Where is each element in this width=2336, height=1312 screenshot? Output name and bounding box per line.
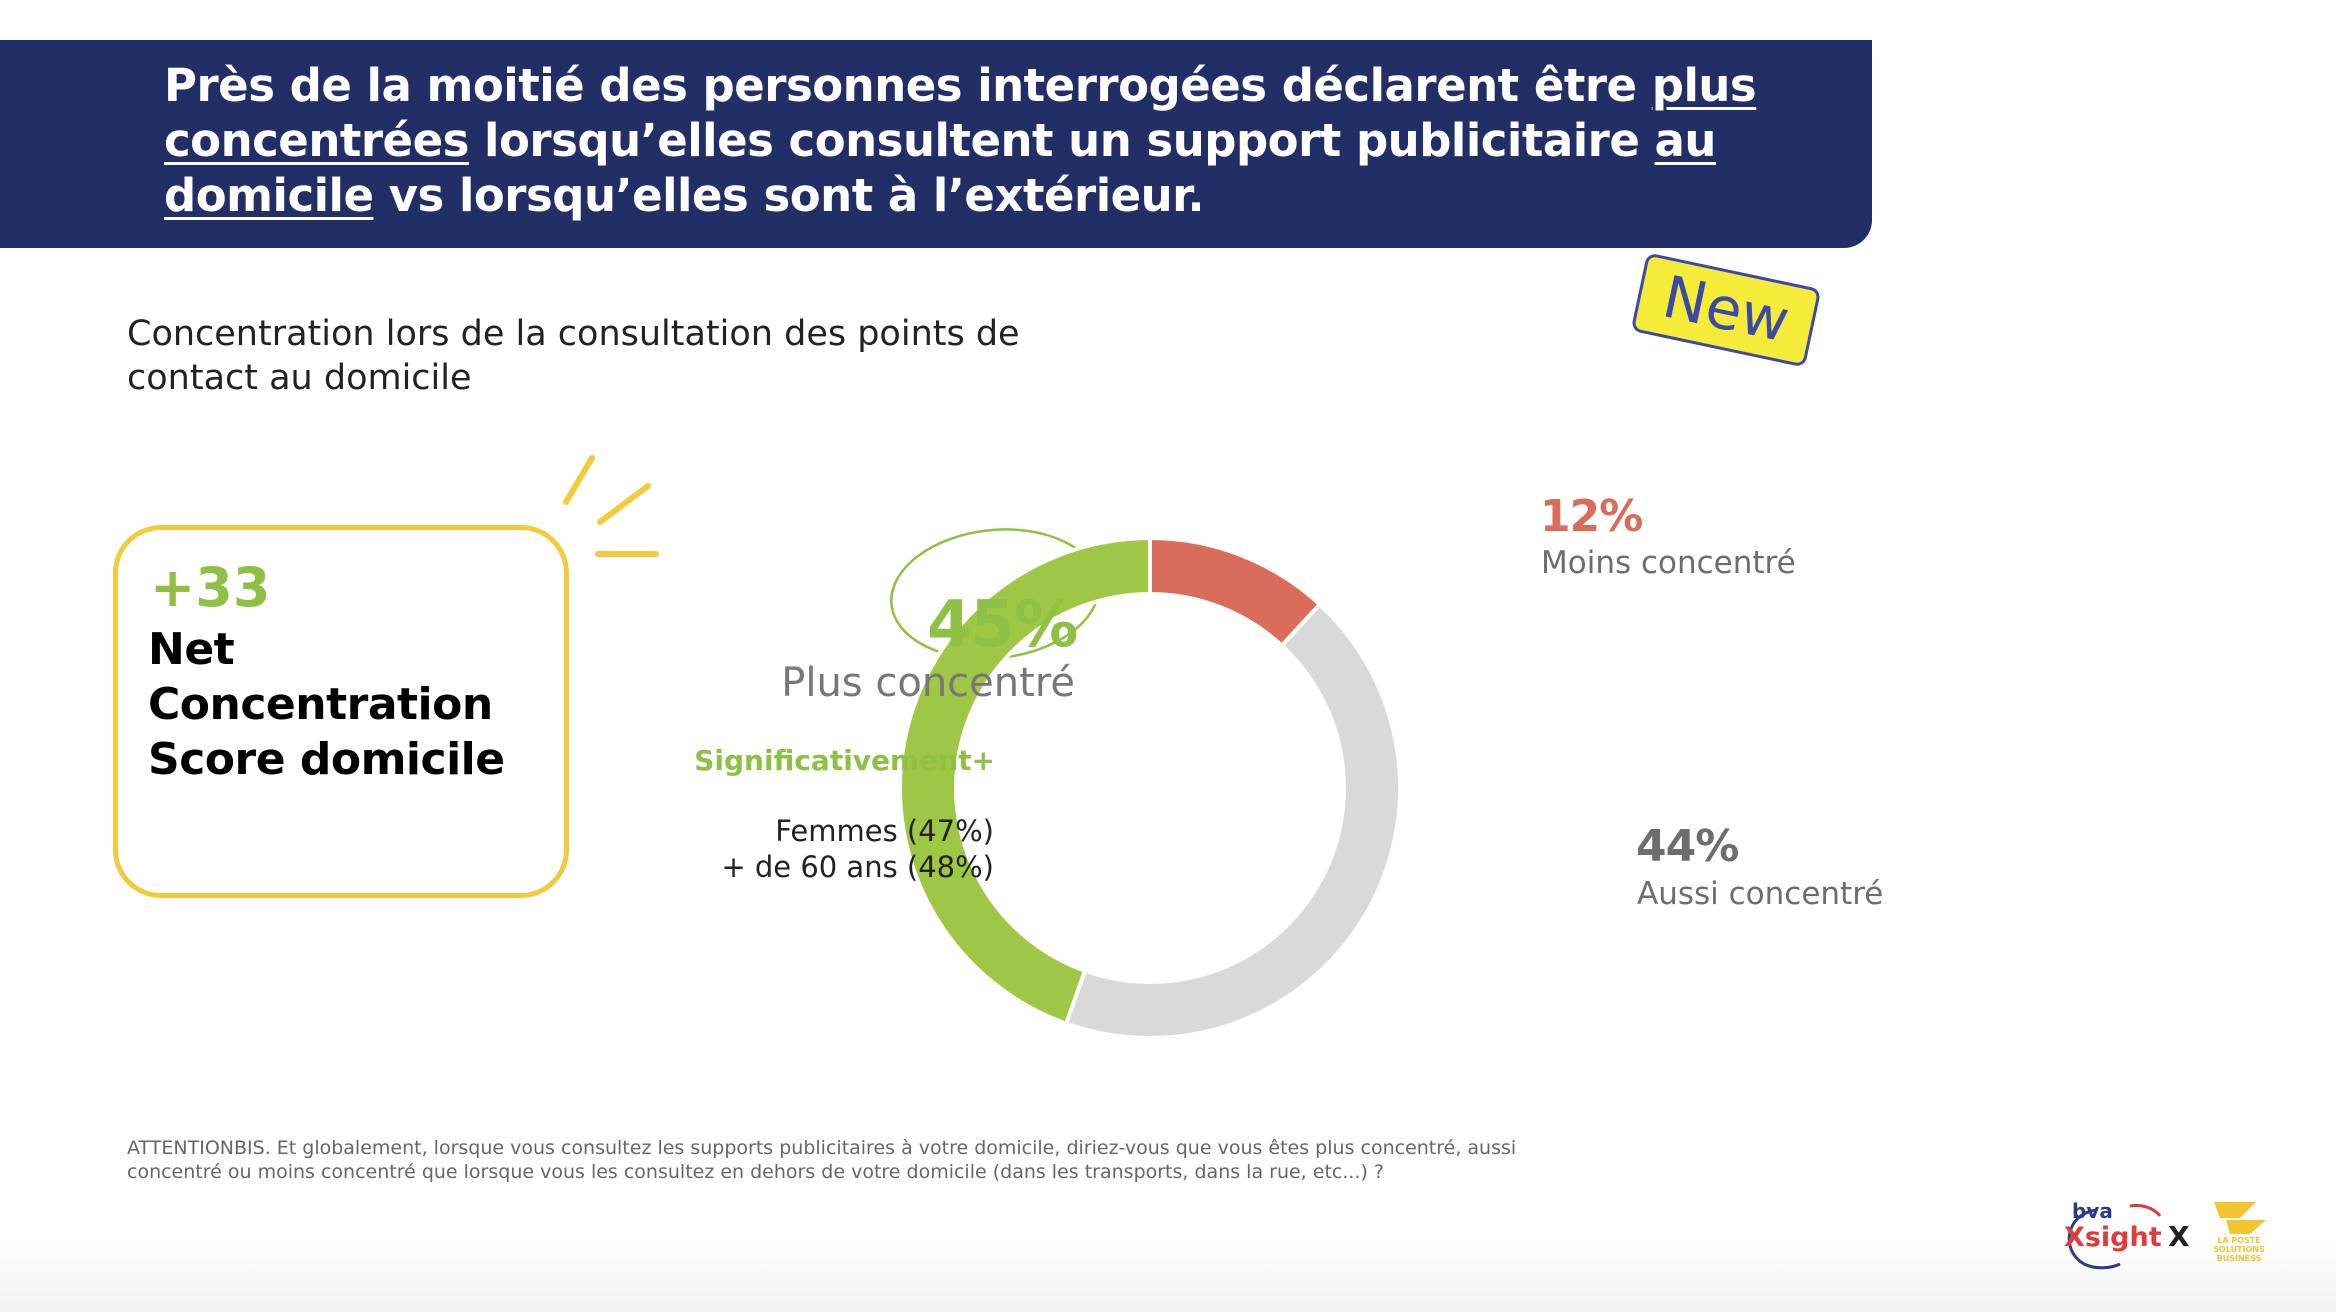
footnote: ATTENTIONBIS. Et globalement, lorsque vo… (127, 1137, 1517, 1183)
la-poste-logo-icon (2214, 1202, 2266, 1234)
logo-separator: X (2168, 1220, 2190, 1253)
slice-moins-value: 12% (1540, 491, 1643, 542)
significance-item: Femmes (47%) (775, 814, 994, 848)
bottom-fade (0, 1240, 2336, 1312)
slice-aussi-label: Aussi concentré (1637, 876, 1884, 912)
significance-item: + de 60 ans (48%) (721, 850, 994, 884)
slice-plus-value: 45% (927, 588, 1078, 662)
page-title: Près de la moitié des personnes interrog… (164, 58, 1864, 223)
title-text: vs lorsqu’elles sont à l’extérieur. (373, 169, 1205, 222)
donut-slice-1 (1063, 601, 1402, 1040)
slice-moins-label: Moins concentré (1541, 545, 1796, 581)
score-label: Net Concentration Score domicile (148, 624, 505, 785)
title-text: lorsqu’elles consultent un support publi… (468, 114, 1655, 167)
significance-title: Significativement+ (694, 744, 995, 777)
title-text: Près de la moitié des personnes interrog… (164, 59, 1652, 112)
slice-aussi-value: 44% (1636, 821, 1739, 872)
score-value: +33 (150, 556, 271, 619)
donut-slice-2 (898, 535, 1152, 1027)
slice-plus-label: Plus concentré (781, 660, 1075, 706)
chart-subtitle: Concentration lors de la consultation de… (127, 314, 1020, 398)
header-banner: Près de la moitié des personnes interrog… (0, 40, 1872, 248)
title-emphasis: plus concentrées (164, 59, 1757, 167)
la-poste-logo-text: LA POSTE SOLUTIONS BUSINESS (2213, 1236, 2265, 1263)
sparkle-icon (563, 455, 659, 557)
title-emphasis: au domicile (164, 114, 1716, 222)
score-card (113, 525, 569, 898)
bva-logo-icon (2067, 1204, 2162, 1270)
bva-logo-text: Xsight (2064, 1222, 2162, 1253)
bva-logo-small: bva (2072, 1199, 2113, 1223)
